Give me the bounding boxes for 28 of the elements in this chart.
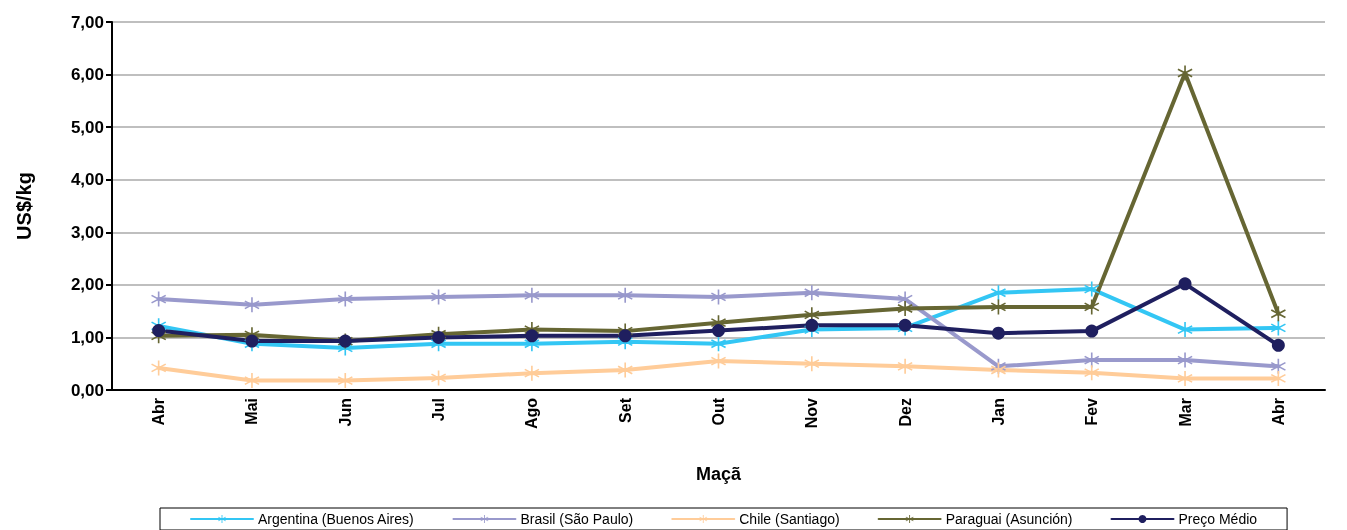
x-tick-label: Set bbox=[616, 397, 634, 423]
x-tick-label: Mai bbox=[243, 398, 261, 425]
legend-label: Argentina (Buenos Aires) bbox=[258, 511, 414, 527]
x-tick-label: Nov bbox=[803, 397, 821, 429]
x-tick-label: Abr bbox=[150, 398, 168, 426]
legend-label: Paraguai (Asunción) bbox=[945, 511, 1073, 527]
x-tick-label: Jan bbox=[989, 398, 1007, 426]
x-tick-label: Jun bbox=[336, 398, 354, 427]
x-tick-label: Dez bbox=[896, 398, 914, 427]
legend-label: Preço Médio bbox=[1178, 511, 1258, 527]
y-tick-label: 3,00 bbox=[70, 222, 104, 242]
x-tick-label: Jul bbox=[430, 398, 448, 422]
y-axis-title: US$/kg bbox=[13, 172, 35, 240]
y-tick-label: 6,00 bbox=[70, 65, 104, 85]
y-tick-label: 5,00 bbox=[70, 117, 104, 137]
legend-label: Brasil (São Paulo) bbox=[520, 511, 634, 527]
x-tick-label: Fev bbox=[1083, 397, 1101, 426]
x-tick-label: Out bbox=[710, 397, 727, 426]
legend-label: Chile (Santiago) bbox=[739, 511, 840, 527]
x-tick-label: Ago bbox=[523, 397, 541, 430]
y-tick-label: 0,00 bbox=[70, 380, 104, 400]
y-tick-label: 1,00 bbox=[70, 327, 104, 347]
y-tick-label: 7,00 bbox=[70, 12, 104, 32]
x-axis-title: Maçã bbox=[695, 464, 742, 484]
x-tick-label: Mar bbox=[1176, 398, 1194, 427]
x-tick-label: Abr bbox=[1269, 398, 1287, 426]
y-tick-label: 2,00 bbox=[70, 275, 104, 295]
y-tick-label: 4,00 bbox=[70, 170, 104, 190]
